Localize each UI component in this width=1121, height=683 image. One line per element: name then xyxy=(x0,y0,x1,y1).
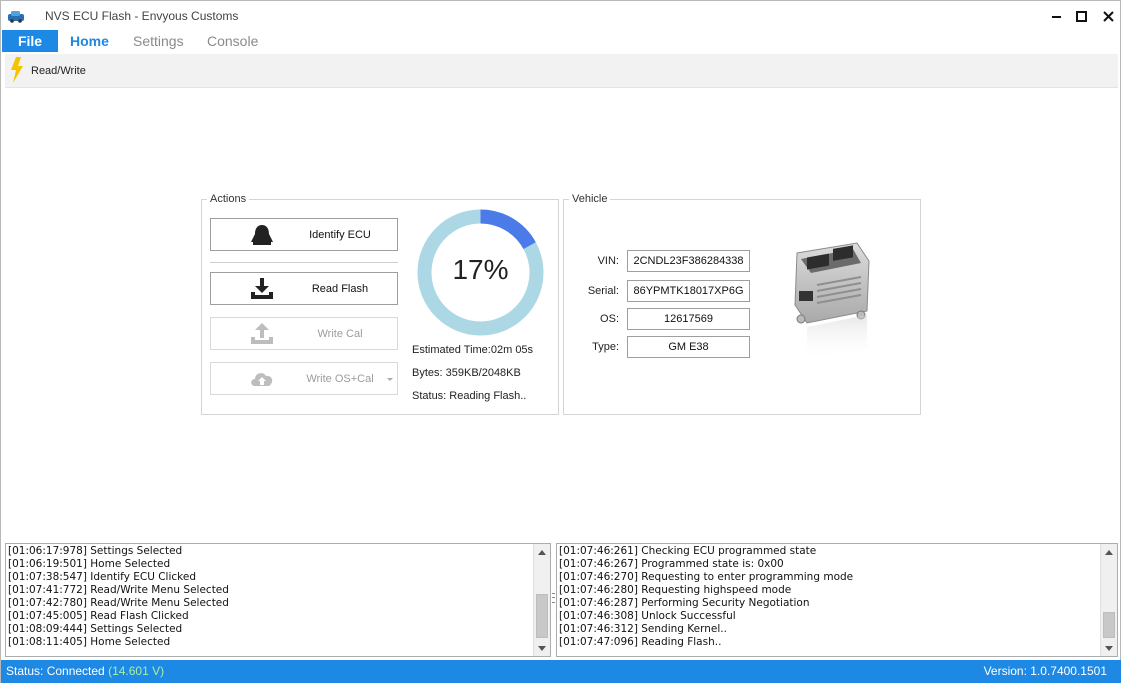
minimize-button[interactable] xyxy=(1043,5,1071,27)
os-field[interactable]: 12617569 xyxy=(627,308,750,330)
app-log-pane[interactable]: [01:06:17:978] Settings Selected [01:06:1… xyxy=(5,543,551,657)
log-line: [01:07:42:780] Read/Write Menu Selected xyxy=(8,597,229,609)
app-log-scrollbar[interactable] xyxy=(533,544,550,656)
os-label: OS: xyxy=(600,313,619,325)
maximize-button[interactable] xyxy=(1067,5,1095,27)
vin-field[interactable]: 2CNDL23F386284338 xyxy=(627,250,750,272)
write-os-cal-label: Write OS+Cal xyxy=(306,373,374,385)
estimated-time: Estimated Time:02m 05s xyxy=(412,344,534,356)
vehicle-legend: Vehicle xyxy=(572,193,608,205)
type-label: Type: xyxy=(592,341,619,353)
chevron-up-icon xyxy=(538,549,546,555)
log-line: [01:07:46:312] Sending Kernel.. xyxy=(559,623,727,635)
ecu-log-lines: [01:07:46:261] Checking ECU programmed s… xyxy=(559,545,1099,649)
log-line: [01:07:45:005] Read Flash Clicked xyxy=(8,610,189,622)
close-button[interactable] xyxy=(1094,5,1121,27)
maximize-icon xyxy=(1075,10,1087,22)
log-line: [01:06:17:978] Settings Selected xyxy=(8,545,183,557)
ecu-log-pane[interactable]: [01:07:46:261] Checking ECU programmed s… xyxy=(556,543,1118,657)
ecu-chip-icon xyxy=(251,225,273,245)
button-divider xyxy=(210,262,398,263)
tab-settings[interactable]: Settings xyxy=(133,33,184,49)
ecu-log-scrollbar[interactable] xyxy=(1100,544,1117,656)
vehicle-group: Vehicle xyxy=(563,193,921,415)
chevron-down-icon xyxy=(1105,645,1113,651)
upload-icon xyxy=(251,323,273,344)
log-line: [01:07:38:547] Identify ECU Clicked xyxy=(8,571,197,583)
flash-status: Status: Reading Flash.. xyxy=(412,390,527,402)
log-line: [01:07:46:261] Checking ECU programmed s… xyxy=(559,545,817,557)
log-splitter-handle[interactable] xyxy=(551,591,556,605)
progress-percent: 17% xyxy=(452,254,509,285)
serial-label: Serial: xyxy=(587,285,619,297)
tab-file[interactable]: File xyxy=(2,30,58,52)
progress-fill xyxy=(417,209,544,336)
log-line: [01:08:09:444] Settings Selected xyxy=(8,623,183,635)
chevron-down-icon[interactable] xyxy=(387,378,393,381)
read-write-menu[interactable]: Read/Write xyxy=(31,65,86,77)
chevron-up-icon xyxy=(1105,549,1113,555)
scroll-up-button[interactable] xyxy=(534,544,550,560)
connection-status-text: Status: Connected xyxy=(6,664,105,678)
log-line: [01:07:41:772] Read/Write Menu Selected xyxy=(8,584,229,596)
log-line: [01:07:46:267] Programmed state is: 0x00 xyxy=(559,558,784,570)
bytes-progress: Bytes: 359KB/2048KB xyxy=(412,367,521,379)
log-line: [01:07:46:280] Requesting highspeed mode xyxy=(559,584,792,596)
ribbon-tabs: File Home Settings Console xyxy=(1,30,1120,52)
read-flash-button[interactable]: Read Flash xyxy=(210,272,398,305)
log-line: [01:08:11:405] Home Selected xyxy=(8,636,171,648)
tab-home[interactable]: Home xyxy=(70,33,109,49)
download-icon xyxy=(251,278,273,299)
title-bar: NVS ECU Flash - Envyous Customs xyxy=(1,1,1120,31)
window-title: NVS ECU Flash - Envyous Customs xyxy=(45,9,239,23)
scroll-thumb[interactable] xyxy=(536,594,548,638)
log-line: [01:07:46:287] Performing Security Negot… xyxy=(559,597,810,609)
actions-legend: Actions xyxy=(210,193,247,205)
log-line: [01:07:46:270] Requesting to enter progr… xyxy=(559,571,854,583)
scroll-down-button[interactable] xyxy=(1101,640,1117,656)
type-field[interactable]: GM E38 xyxy=(627,336,750,358)
identify-ecu-button[interactable]: Identify ECU xyxy=(210,218,398,251)
write-os-cal-button[interactable]: Write OS+Cal xyxy=(210,362,398,395)
version-label: Version: 1.0.7400.1501 xyxy=(983,664,1107,678)
log-line: [01:06:19:501] Home Selected xyxy=(8,558,171,570)
write-cal-label: Write Cal xyxy=(317,328,363,340)
log-line: [01:07:46:308] Unlock Successful xyxy=(559,610,736,622)
status-bar: Status: Connected (14.601 V) Version: 1.… xyxy=(1,660,1121,683)
cloud-upload-icon xyxy=(251,373,273,386)
car-app-icon xyxy=(8,11,24,23)
minimize-icon xyxy=(1052,16,1061,18)
app-log-lines: [01:06:17:978] Settings Selected [01:06:1… xyxy=(8,545,532,649)
vin-label: VIN: xyxy=(597,255,619,267)
voltage-readout: (14.601 V) xyxy=(108,664,165,678)
ribbon-bar: Read/Write xyxy=(5,54,1118,88)
identify-ecu-label: Identify ECU xyxy=(309,229,371,241)
chevron-down-icon xyxy=(538,645,546,651)
actions-group: Actions xyxy=(201,193,559,415)
close-icon xyxy=(1102,10,1114,22)
write-cal-button[interactable]: Write Cal xyxy=(210,317,398,350)
serial-field[interactable]: 86YPMTK18017XP6G xyxy=(627,280,750,302)
tab-console[interactable]: Console xyxy=(207,33,259,49)
log-line: [01:07:47:096] Reading Flash.. xyxy=(559,636,722,648)
scroll-up-button[interactable] xyxy=(1101,544,1117,560)
scroll-thumb[interactable] xyxy=(1103,612,1115,638)
connection-status: Status: Connected (14.601 V) xyxy=(6,664,164,678)
read-flash-label: Read Flash xyxy=(311,283,369,295)
ecu-module-image xyxy=(794,242,870,361)
scroll-down-button[interactable] xyxy=(534,640,550,656)
progress-ring xyxy=(417,209,544,336)
lightning-icon[interactable] xyxy=(9,57,25,83)
